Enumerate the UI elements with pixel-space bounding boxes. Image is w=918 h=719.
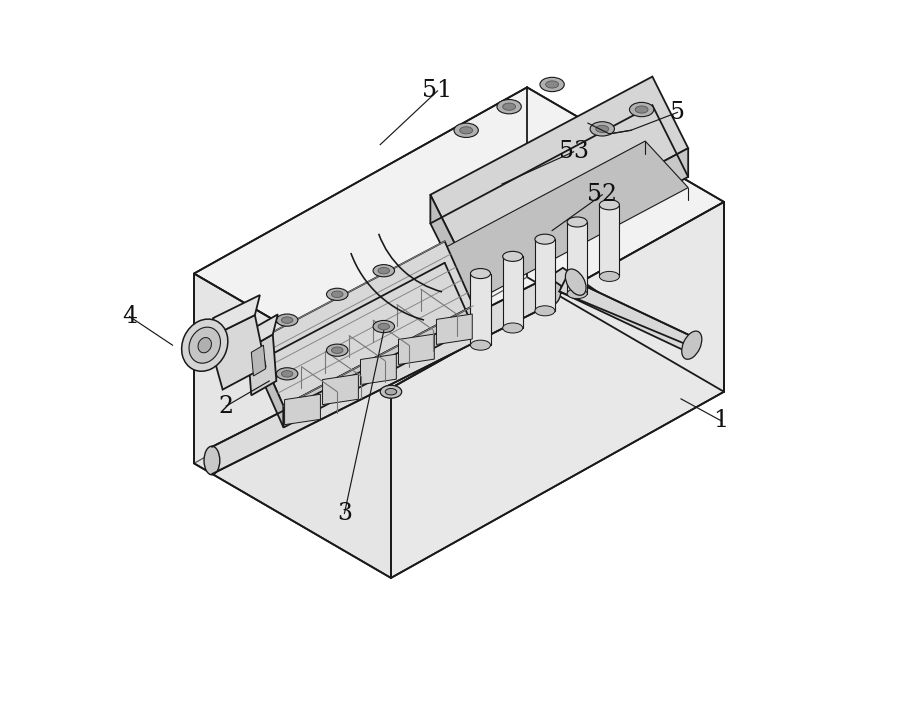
Ellipse shape [540,78,565,91]
Polygon shape [549,267,602,304]
Polygon shape [255,342,284,428]
Text: 4: 4 [122,305,137,328]
Ellipse shape [682,331,702,360]
Polygon shape [398,334,434,365]
Ellipse shape [596,125,609,132]
Ellipse shape [503,323,522,333]
Text: 2: 2 [218,395,234,418]
Polygon shape [535,239,555,311]
Ellipse shape [535,234,555,244]
Polygon shape [284,306,474,428]
Polygon shape [212,275,552,474]
Ellipse shape [545,81,558,88]
Ellipse shape [567,288,588,298]
Ellipse shape [373,321,395,333]
Ellipse shape [331,291,343,298]
Polygon shape [466,148,688,295]
Ellipse shape [599,200,620,210]
Ellipse shape [204,446,219,475]
Ellipse shape [327,288,348,301]
Ellipse shape [282,370,293,377]
Ellipse shape [276,367,297,380]
Ellipse shape [276,314,297,326]
Ellipse shape [198,337,211,353]
Polygon shape [567,222,588,293]
Text: 5: 5 [670,101,685,124]
Text: 52: 52 [588,183,617,206]
Ellipse shape [503,103,516,110]
Ellipse shape [460,127,473,134]
Polygon shape [248,314,278,349]
Ellipse shape [327,344,348,357]
Polygon shape [503,257,522,328]
Polygon shape [194,87,724,388]
Polygon shape [436,314,472,344]
Ellipse shape [386,388,397,395]
Text: 3: 3 [337,502,352,525]
Polygon shape [423,141,688,306]
Polygon shape [285,394,320,425]
Ellipse shape [599,271,620,281]
Ellipse shape [503,252,522,262]
Ellipse shape [630,102,654,116]
Polygon shape [431,195,466,295]
Polygon shape [194,273,391,578]
Ellipse shape [331,347,343,354]
Ellipse shape [543,274,561,305]
Polygon shape [559,277,695,352]
Polygon shape [255,242,474,406]
Polygon shape [322,374,358,405]
Ellipse shape [373,265,395,277]
Ellipse shape [470,340,490,350]
Text: 53: 53 [558,140,588,163]
Polygon shape [248,334,276,395]
Ellipse shape [635,106,648,113]
Polygon shape [208,295,260,338]
Ellipse shape [182,319,228,371]
Polygon shape [391,202,724,578]
Ellipse shape [282,317,293,324]
Ellipse shape [565,269,586,296]
Ellipse shape [590,122,614,136]
Polygon shape [361,354,397,385]
Polygon shape [208,315,265,390]
Ellipse shape [380,385,402,398]
Ellipse shape [567,217,588,227]
Polygon shape [203,318,213,369]
Text: 1: 1 [713,409,728,432]
Ellipse shape [454,123,478,137]
Polygon shape [599,205,620,276]
Ellipse shape [470,268,490,278]
Polygon shape [252,345,265,376]
Ellipse shape [189,327,220,363]
Ellipse shape [378,267,389,274]
Polygon shape [470,273,490,345]
Text: 51: 51 [422,79,453,102]
Polygon shape [431,77,688,267]
Ellipse shape [378,324,389,330]
Ellipse shape [535,306,555,316]
Ellipse shape [497,99,521,114]
